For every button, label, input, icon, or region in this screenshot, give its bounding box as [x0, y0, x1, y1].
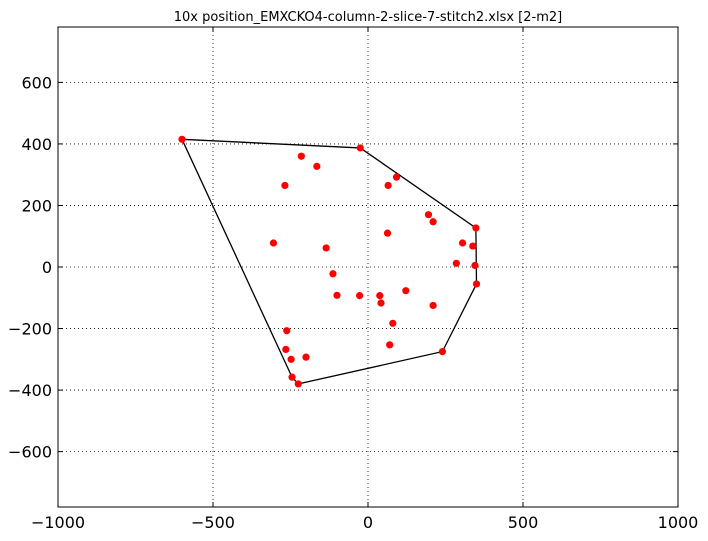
- data-point: [377, 299, 385, 307]
- data-point: [282, 345, 290, 354]
- data-point: [424, 211, 433, 219]
- y-tick-label: 600: [21, 73, 52, 92]
- y-tick-label: −200: [8, 320, 52, 339]
- y-axis-tick-labels: −600 −400 −200 0 200 400 600: [8, 73, 52, 461]
- data-point: [269, 239, 278, 247]
- chart-title: 10x position_EMXCKO4-column-2-slice-7-st…: [174, 10, 562, 25]
- data-point: [297, 152, 305, 160]
- y-tick-label: 0: [42, 258, 52, 277]
- data-point: [452, 259, 460, 267]
- x-tick-label: −1000: [31, 513, 85, 532]
- data-point: [472, 224, 480, 232]
- data-point: [333, 291, 341, 299]
- data-point: [392, 173, 401, 181]
- data-point: [356, 292, 364, 300]
- hull-line: [181, 138, 478, 385]
- data-point: [294, 380, 302, 388]
- y-tick-label: −600: [8, 443, 52, 462]
- data-point: [356, 144, 364, 152]
- y-tick-label: 200: [21, 196, 52, 215]
- data-point: [389, 319, 397, 327]
- data-point: [471, 261, 479, 270]
- data-point: [429, 218, 437, 226]
- x-tick-label: −500: [191, 513, 235, 532]
- data-point: [287, 355, 295, 363]
- data-point: [329, 270, 337, 278]
- x-axis-tick-labels: −1000 −500 0 500 1000: [31, 513, 698, 532]
- data-point: [472, 280, 481, 288]
- data-point: [288, 373, 296, 381]
- data-point: [376, 292, 384, 300]
- data-point: [383, 229, 392, 237]
- data-point: [302, 353, 310, 361]
- x-tick-label: 0: [363, 513, 373, 532]
- data-point: [313, 162, 321, 170]
- data-point: [281, 181, 289, 190]
- y-tick-label: −400: [8, 381, 52, 400]
- data-point: [402, 287, 410, 295]
- data-points: [178, 135, 481, 388]
- data-point: [283, 327, 291, 335]
- data-point: [438, 348, 446, 356]
- grid-lines: [58, 27, 678, 507]
- y-tick-label: 400: [21, 135, 52, 154]
- convex-hull: [181, 138, 478, 385]
- data-point: [178, 135, 186, 143]
- axis-ticks: [57, 27, 679, 507]
- data-point: [322, 244, 330, 252]
- data-point: [386, 341, 394, 349]
- x-tick-label: 1000: [658, 513, 699, 532]
- data-point: [458, 239, 467, 247]
- data-point: [469, 242, 477, 250]
- data-point: [429, 301, 437, 310]
- data-point: [384, 181, 392, 190]
- x-tick-label: 500: [508, 513, 539, 532]
